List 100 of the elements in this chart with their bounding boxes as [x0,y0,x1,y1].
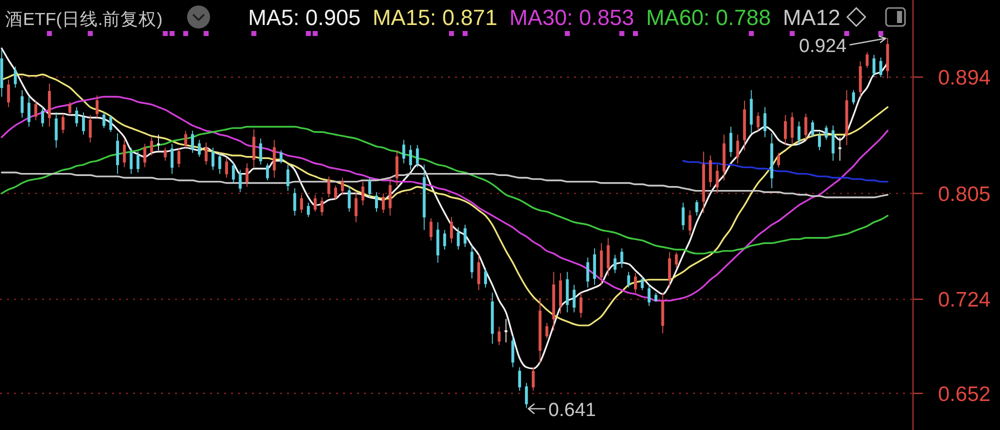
candlestick [300,194,303,214]
candlestick [518,366,522,392]
candlestick [708,155,712,188]
candlestick [811,120,814,138]
y-tick-label: 0.652 [938,382,991,406]
line-series [0,96,888,302]
candlestick [156,134,160,151]
candlestick [225,158,228,178]
candlestick [620,248,624,268]
candlestick [14,66,17,88]
candlestick [593,248,596,286]
text: MA12 [782,5,840,30]
candlestick [790,112,794,144]
candlestick [327,176,330,198]
candlestick [614,254,616,274]
candlestick [654,292,658,302]
candlestick [102,112,106,129]
candlestick [143,143,146,168]
candlestick [96,94,99,118]
candlestick [130,147,133,174]
candlestick [41,106,44,128]
candlestick [464,224,467,248]
candlestick [634,272,637,294]
candlestick [818,132,821,151]
candlestick [75,106,78,128]
line-series [0,172,888,198]
candlestick [306,202,310,218]
candlestick [504,318,508,343]
candlestick [177,147,180,168]
candlestick [798,121,800,146]
candlestick [886,37,890,79]
text: MA5: 0.905 [248,5,361,30]
line-series [682,160,888,183]
line-series [0,74,888,326]
candlestick [204,142,208,166]
candlestick [430,218,432,241]
candlestick [559,272,562,314]
candlestick [116,132,119,174]
candlestick [858,60,862,98]
candlestick [750,90,753,134]
candlestick [20,90,24,118]
candlestick [872,54,876,78]
candlestick [579,292,582,318]
text: MA60: 0.788 [646,5,771,30]
annotation: 0.641 [548,400,596,421]
candlestick [484,267,487,288]
candlestick [784,114,787,146]
candlestick [777,152,780,168]
candlestick [552,271,556,332]
candlestick [368,177,372,198]
candlestick [756,112,760,132]
candlestick [743,100,746,151]
candlestick [702,151,706,214]
candlestick [838,136,842,162]
text: MA30: 0.853 [509,5,634,30]
candlestick [436,222,440,264]
candlestick [396,150,398,186]
candlestick [150,136,154,156]
candlestick [340,177,344,196]
candlestick [668,252,671,288]
candlestick [804,113,808,140]
candlestick [361,181,364,206]
candlestick [763,106,766,138]
candlestick [320,196,324,216]
candlestick [170,143,174,174]
candlestick [48,83,51,128]
candlestick [266,162,269,181]
candlestick [566,271,569,313]
candlestick [82,112,85,136]
candlestick [498,326,501,346]
candlestick [280,150,283,164]
candlestick [62,113,64,134]
candlestick [524,382,528,408]
candlestick [286,164,290,192]
candlestick [314,194,317,212]
candlestick [354,192,358,223]
candlestick [600,242,603,286]
candlestick [246,162,248,188]
candlestick [334,185,338,200]
candlestick [68,101,72,116]
candlestick [627,271,630,288]
candlestick [490,292,494,344]
y-tick-label: 0.894 [938,66,991,90]
candlestick [736,134,740,164]
candlestick [382,192,385,214]
line-series [0,126,888,254]
candlestick [259,138,262,166]
candlestick [866,52,869,68]
y-tick-label: 0.724 [938,288,991,312]
y-tick-label: 0.805 [938,182,991,206]
candlestick [470,245,474,279]
candlestick [648,284,651,306]
candlestick [28,96,30,128]
candlestick [538,298,542,364]
candlestick [832,125,835,162]
annotation: 0.924 [799,36,848,57]
candlestick [232,162,235,184]
candlestick [545,322,548,339]
candlestick [409,144,412,170]
candlestick [122,139,126,168]
